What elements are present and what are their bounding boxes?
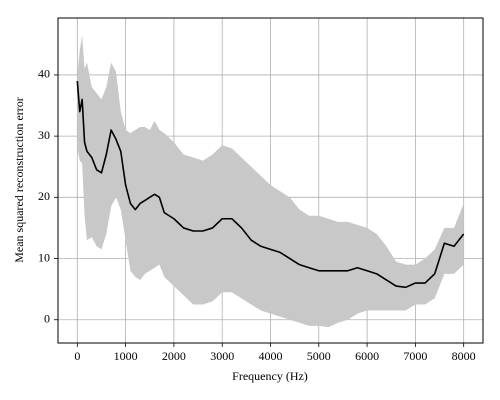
x-tick-label: 8000 — [452, 349, 476, 363]
x-tick-label: 0 — [74, 349, 80, 363]
y-tick-label: 20 — [38, 189, 50, 203]
x-tick-label: 3000 — [210, 349, 234, 363]
y-tick-label: 30 — [38, 128, 50, 142]
data-layer — [76, 35, 465, 328]
x-tick-label: 4000 — [259, 349, 283, 363]
x-tick-label: 2000 — [162, 349, 186, 363]
x-tick-label: 6000 — [355, 349, 379, 363]
y-tick-label: 10 — [38, 250, 50, 264]
y-axis-label: Mean squared reconstruction error — [12, 97, 26, 263]
error-band — [77, 35, 464, 328]
tick-layer: 0 1000 2000 3000 4000 5000 6000 7000 8000 0 10 20 30… — [38, 67, 476, 363]
x-tick-label: 5000 — [307, 349, 331, 363]
y-tick-label: 0 — [44, 311, 50, 325]
y-tick-label: 40 — [38, 67, 50, 81]
x-tick-label: 1000 — [114, 349, 138, 363]
x-axis-label: Frequency (Hz) — [232, 369, 308, 383]
x-tick-label: 7000 — [403, 349, 427, 363]
mean-line — [76, 80, 465, 289]
